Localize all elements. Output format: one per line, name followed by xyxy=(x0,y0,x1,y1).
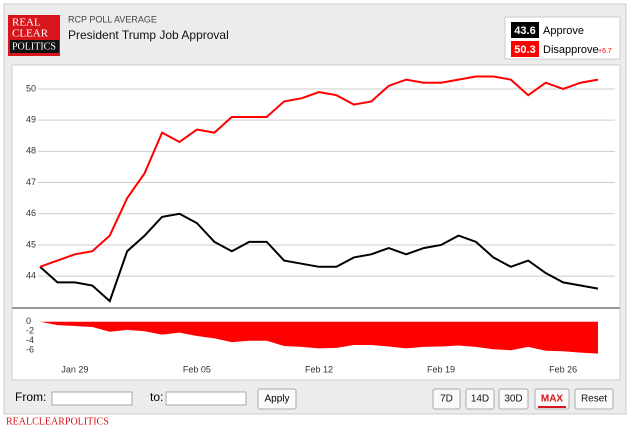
apply-button[interactable] xyxy=(257,388,297,410)
spread-area xyxy=(40,321,598,354)
line-series xyxy=(39,75,599,268)
range-button[interactable] xyxy=(534,388,570,410)
x-tick-label: Feb 26 xyxy=(549,364,577,374)
x-tick-label: Feb 19 xyxy=(427,364,455,374)
from-label: From: xyxy=(15,390,46,404)
logo-text: CLEAR xyxy=(12,28,49,40)
range-label: 30D xyxy=(504,394,522,405)
x-tick-label: Feb 05 xyxy=(183,364,211,374)
range-label: 14D xyxy=(471,394,489,405)
x-tick-label: Feb 12 xyxy=(305,364,333,374)
legend-swatch xyxy=(511,22,539,38)
y-tick-label: 46 xyxy=(26,208,36,218)
y-tick-label: 44 xyxy=(26,271,36,281)
logo-text: REAL xyxy=(12,17,41,29)
range-label: 7D xyxy=(440,394,453,405)
y-tick-label: 0 xyxy=(26,316,31,326)
apply-label: Apply xyxy=(264,394,289,405)
y-tick-label: -4 xyxy=(26,335,34,345)
to-label: to: xyxy=(150,390,163,404)
line-series xyxy=(39,212,599,303)
y-tick-label: 47 xyxy=(26,177,36,187)
source: RCP POLL AVERAGE xyxy=(68,14,157,24)
legend-spread: +6.7 xyxy=(598,48,612,55)
y-tick-label: -2 xyxy=(26,326,34,336)
y-tick-label: 49 xyxy=(26,115,36,125)
range-button[interactable] xyxy=(498,388,529,410)
footer: REALCLEARPOLITICS xyxy=(6,416,109,427)
range-button[interactable] xyxy=(574,388,614,410)
plot: 44 45 46 47 48 49 50 0-2-4-6 Jan 29 Feb 05 Feb 12 F… xyxy=(26,75,615,374)
legend-value: 50.3 xyxy=(514,44,535,56)
range-label: MAX xyxy=(541,394,564,405)
legend-label: Approve xyxy=(543,25,584,37)
title: President Trump Job Approval xyxy=(68,28,229,42)
legend-swatch xyxy=(511,41,539,57)
legend-value: 43.6 xyxy=(514,25,535,37)
range-label: Reset xyxy=(581,394,607,405)
x-tick-label: Jan 29 xyxy=(61,364,88,374)
y-tick-label: 45 xyxy=(26,239,36,249)
y-tick-label: -6 xyxy=(26,345,34,355)
from-input[interactable] xyxy=(51,391,133,406)
y-tick-label: 48 xyxy=(26,146,36,156)
range-button[interactable] xyxy=(432,388,461,410)
logo-band xyxy=(10,40,59,53)
range-button[interactable] xyxy=(465,388,495,410)
range-buttons: 7D 14D 30D MAX Reset xyxy=(432,388,614,410)
legend-label: Disapprove xyxy=(543,44,599,56)
logo-text: POLITICS xyxy=(12,41,56,52)
to-input[interactable] xyxy=(165,391,247,406)
y-tick-label: 50 xyxy=(26,83,36,93)
